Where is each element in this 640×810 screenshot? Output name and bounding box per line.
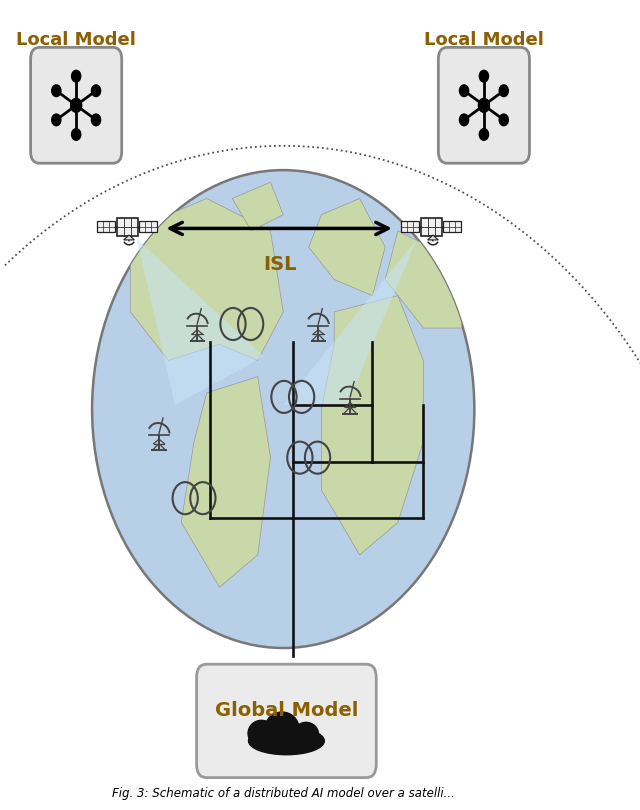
Polygon shape [181, 377, 271, 587]
Ellipse shape [265, 712, 299, 744]
Circle shape [72, 70, 81, 82]
Polygon shape [137, 239, 264, 405]
Circle shape [52, 114, 61, 126]
FancyBboxPatch shape [438, 47, 529, 164]
Circle shape [479, 98, 490, 113]
Bar [420, 218, 442, 236]
Bar [97, 221, 115, 232]
Ellipse shape [248, 727, 324, 755]
Polygon shape [385, 231, 461, 328]
Bar [116, 218, 138, 236]
Bar [139, 221, 157, 232]
Polygon shape [232, 182, 284, 231]
Polygon shape [321, 296, 424, 555]
Polygon shape [124, 235, 134, 240]
Circle shape [499, 85, 508, 96]
Bar [443, 221, 461, 232]
Polygon shape [284, 239, 417, 405]
Circle shape [52, 85, 61, 96]
Text: Fig. 3: Schematic of a distributed AI model over a satelli...: Fig. 3: Schematic of a distributed AI mo… [112, 787, 454, 800]
Circle shape [92, 114, 100, 126]
Text: Local Model: Local Model [424, 31, 544, 49]
Polygon shape [308, 198, 385, 296]
Ellipse shape [248, 720, 275, 747]
Ellipse shape [92, 170, 474, 648]
Text: ISL: ISL [263, 255, 297, 274]
Text: Global Model: Global Model [215, 701, 358, 720]
Text: Local Model: Local Model [16, 31, 136, 49]
Polygon shape [428, 235, 438, 240]
Circle shape [92, 85, 100, 96]
FancyBboxPatch shape [31, 47, 122, 164]
Circle shape [460, 85, 468, 96]
Circle shape [479, 129, 488, 140]
Circle shape [499, 114, 508, 126]
Polygon shape [131, 198, 284, 360]
Ellipse shape [294, 723, 319, 747]
Bar [401, 221, 419, 232]
FancyBboxPatch shape [196, 664, 376, 778]
Circle shape [460, 114, 468, 126]
Circle shape [72, 129, 81, 140]
Circle shape [70, 98, 82, 113]
Circle shape [479, 70, 488, 82]
